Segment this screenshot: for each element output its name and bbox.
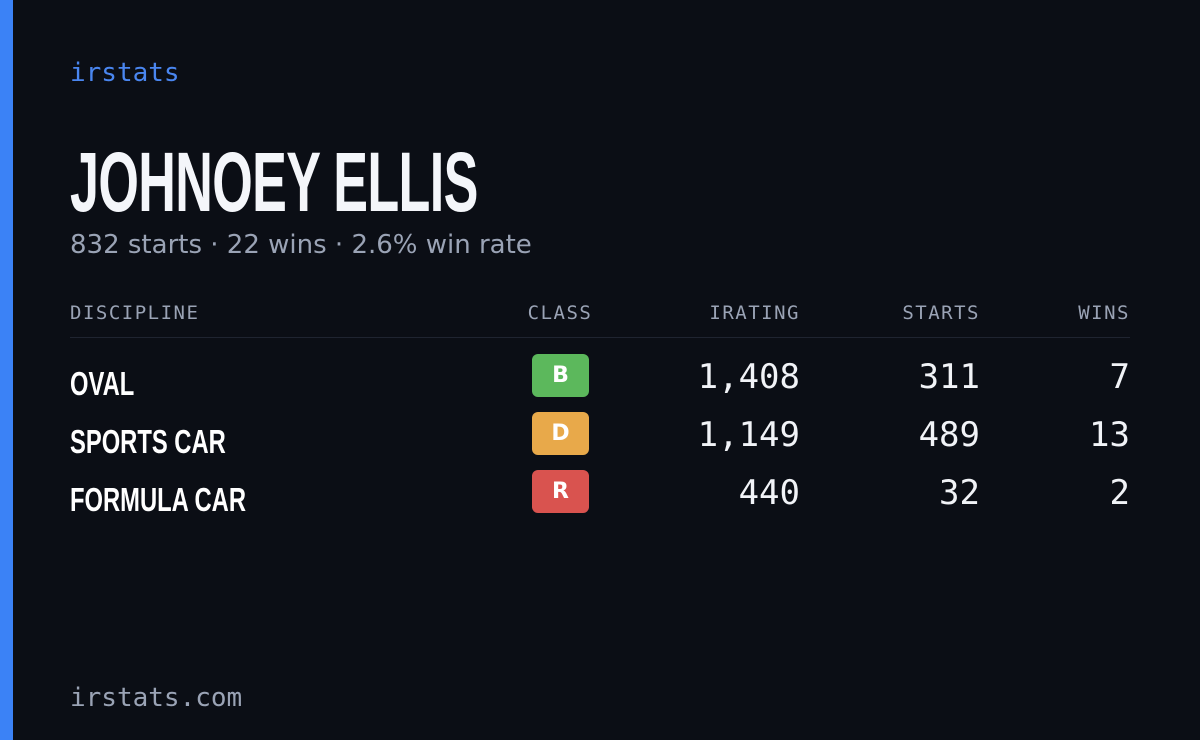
wins: 2 [1109,473,1130,513]
irating: 1,149 [697,415,800,455]
accent-bar [0,0,13,740]
brand: irstats [70,58,180,88]
column-header: CLASS [527,302,593,324]
column-header: DISCIPLINE [70,302,200,324]
driver-name: JOHNOEY ELLIS [70,135,478,229]
column-header: IRATING [709,302,800,324]
header-rule [70,337,1130,338]
discipline: SPORTS CAR [70,423,226,460]
irating: 440 [738,473,800,513]
column-header: WINS [1078,302,1130,324]
wins: 13 [1089,415,1130,455]
irating: 1,408 [697,357,800,397]
discipline: OVAL [70,365,135,402]
wins: 7 [1109,357,1130,397]
column-header: STARTS [902,302,980,324]
driver-summary: 832 starts · 22 wins · 2.6% win rate [70,230,532,260]
discipline: FORMULA CAR [70,481,246,518]
starts: 32 [939,473,980,513]
class-badge: B [532,354,589,397]
footer: irstats.com [70,683,243,713]
class-badge: R [532,470,589,513]
starts: 489 [918,415,980,455]
starts: 311 [918,357,980,397]
class-badge: D [532,412,589,455]
